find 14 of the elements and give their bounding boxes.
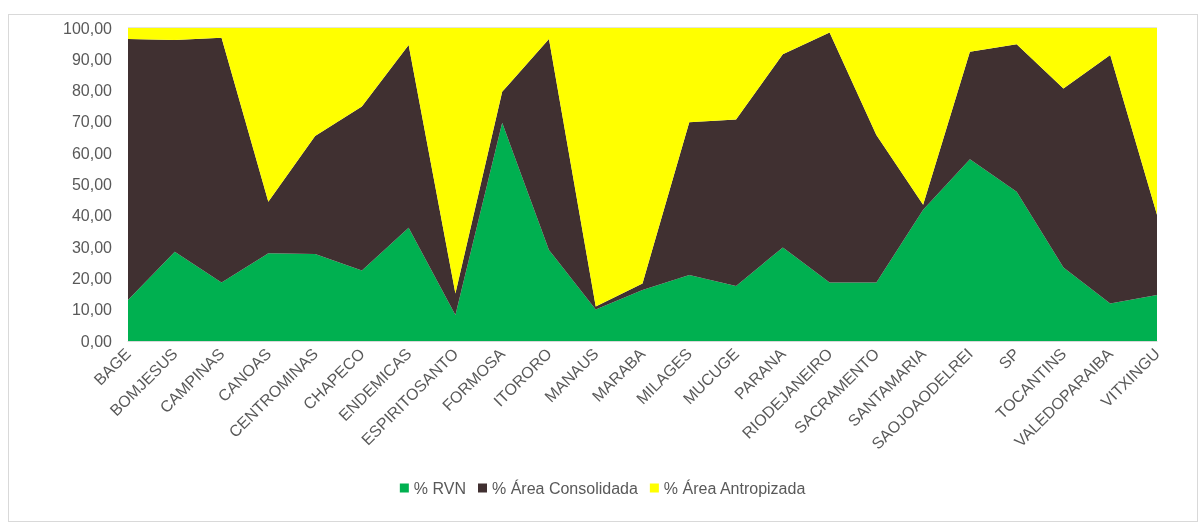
y-tick-label: 100,00 <box>63 19 113 37</box>
y-tick-label: 20,00 <box>71 269 113 287</box>
y-tick-label: 0,00 <box>80 332 113 350</box>
y-tick-label: 10,00 <box>71 301 113 319</box>
y-tick-label: 90,00 <box>71 50 113 68</box>
y-tick-label: 70,00 <box>71 113 113 131</box>
y-tick-label: 80,00 <box>71 82 113 100</box>
legend-label: % RVN <box>413 479 466 497</box>
y-tick-label: 40,00 <box>71 207 113 225</box>
legend-label: % Área Consolidada <box>492 478 638 497</box>
y-tick-label: 60,00 <box>71 144 113 162</box>
y-tick-label: 30,00 <box>71 238 113 256</box>
legend-label: % Área Antropizada <box>663 478 806 497</box>
y-tick-label: 50,00 <box>71 176 113 193</box>
